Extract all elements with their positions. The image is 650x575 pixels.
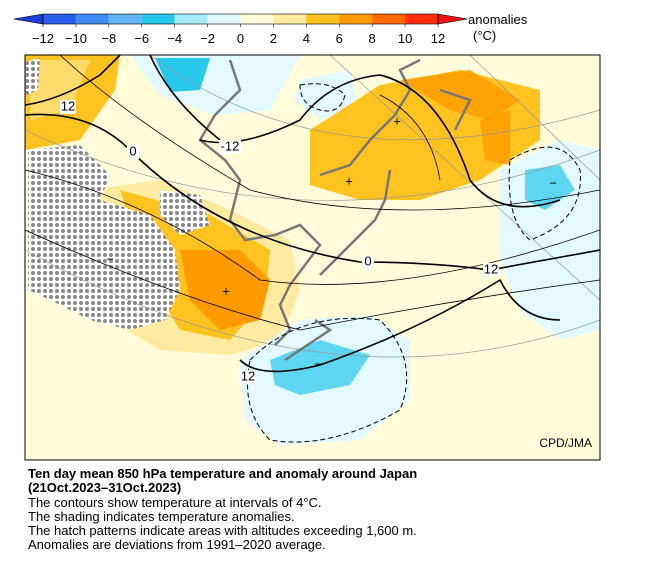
sign: − bbox=[314, 356, 322, 371]
sign: − bbox=[106, 251, 114, 266]
sign: + bbox=[393, 113, 401, 128]
colorbar-tick-label: −10 bbox=[65, 31, 87, 46]
colorbar-tick-label: 10 bbox=[398, 31, 412, 46]
map-frame bbox=[24, 54, 601, 461]
coastline bbox=[198, 58, 472, 362]
caption-title: Ten day mean 850 hPa temperature and ano… bbox=[28, 466, 417, 481]
sign: − bbox=[549, 175, 557, 190]
colorbar-bin bbox=[273, 14, 307, 24]
colorbar-title: anomalies bbox=[468, 12, 528, 27]
caption-line: The shading indicates temperature anomal… bbox=[28, 509, 295, 524]
colorbar-bin bbox=[75, 14, 109, 24]
colorbar-bin bbox=[372, 14, 406, 24]
contour-label: 12 bbox=[484, 261, 498, 276]
high-altitude-hatch bbox=[26, 58, 210, 330]
sign: + bbox=[345, 173, 353, 188]
colorbar-bin bbox=[339, 14, 373, 24]
contour-label: 0 bbox=[364, 253, 371, 268]
colorbar-tick-label: −2 bbox=[200, 31, 215, 46]
graticule bbox=[25, 55, 600, 358]
colorbar-tick-label: −8 bbox=[101, 31, 116, 46]
contour-label: 12 bbox=[61, 98, 75, 113]
colorbar-bin bbox=[405, 14, 438, 24]
colorbar-tick-label: 8 bbox=[369, 31, 376, 46]
colorbar-tick-label: −4 bbox=[167, 31, 182, 46]
credit: CPD/JMA bbox=[539, 436, 592, 450]
contour-label: 12 bbox=[241, 368, 255, 383]
caption-line: The hatch patterns indicate areas with a… bbox=[28, 523, 417, 538]
colorbar-tick-label: 12 bbox=[431, 31, 445, 46]
colorbar-bin bbox=[306, 14, 340, 24]
colorbar-tick-label: 6 bbox=[336, 31, 343, 46]
colorbar-tick-label: −12 bbox=[32, 31, 54, 46]
contours bbox=[25, 55, 600, 373]
contour-labels: 12 0 -12 0 12 12 bbox=[60, 98, 499, 384]
colorbar-tick-label: −6 bbox=[134, 31, 149, 46]
map: 12 0 -12 0 12 12 + + + − − − CPD/JMA bbox=[25, 55, 600, 460]
anomaly-contours bbox=[247, 83, 581, 443]
caption-title: (21Oct.2023–31Oct.2023) bbox=[28, 480, 181, 495]
colorbar-bin bbox=[174, 14, 208, 24]
colorbar-bin bbox=[108, 14, 142, 24]
caption: Ten day mean 850 hPa temperature and ano… bbox=[28, 466, 417, 552]
contour-label: -12 bbox=[221, 138, 240, 153]
caption-line: Anomalies are deviations from 1991–2020 … bbox=[28, 537, 326, 552]
colorbar-end bbox=[437, 13, 468, 25]
colorbar-tick-label: 0 bbox=[237, 31, 244, 46]
anomaly-signs: + + + − − − bbox=[106, 113, 557, 371]
colorbar-tick-label: 2 bbox=[270, 31, 277, 46]
colorbar-tick-label: 4 bbox=[303, 31, 310, 46]
colorbar-unit: (°C) bbox=[473, 28, 496, 43]
colorbar-bin bbox=[141, 14, 175, 24]
caption-line: The contours show temperature at interva… bbox=[28, 495, 322, 510]
sign: + bbox=[222, 283, 230, 298]
colorbar-bin bbox=[207, 14, 241, 24]
colorbar-bin bbox=[240, 14, 274, 24]
contour-label: 0 bbox=[129, 143, 136, 158]
colorbar: −12 −10 −8 −6 −4 −2 0 2 4 6 8 10 12 bbox=[13, 13, 468, 46]
colorbar-bin bbox=[43, 14, 76, 24]
colorbar-end bbox=[13, 13, 44, 25]
